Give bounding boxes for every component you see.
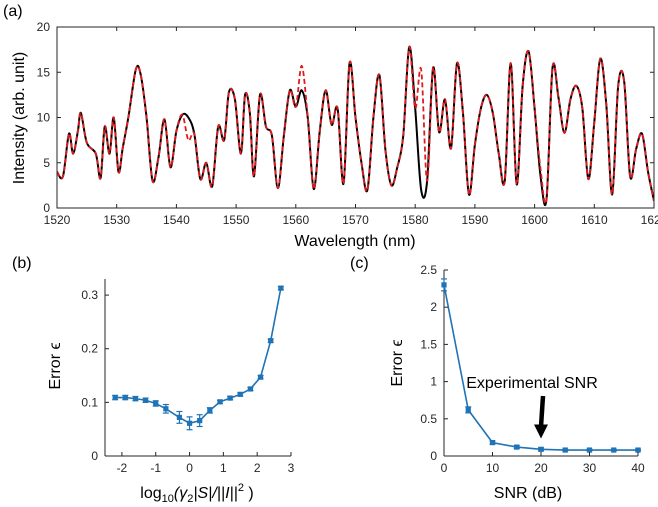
panel-c-ylabel: Error ϵ xyxy=(389,339,406,386)
data-point-marker xyxy=(197,418,203,424)
x-tick-label: -1 xyxy=(150,461,161,475)
y-tick-label: 1.5 xyxy=(420,337,437,351)
x-tick-label: 1550 xyxy=(223,213,250,227)
x-tick-label: 3 xyxy=(288,461,295,475)
data-point-marker xyxy=(122,394,128,401)
y-tick-label: 0.5 xyxy=(420,412,437,426)
data-point-marker xyxy=(153,400,159,407)
panel-a-xlabel: Wavelength (nm) xyxy=(294,233,415,250)
data-point-marker xyxy=(247,386,254,392)
x-tick-label: 10 xyxy=(486,461,500,475)
data-point-marker xyxy=(163,406,169,412)
y-tick-label: 0.3 xyxy=(81,288,98,302)
x-tick-label: 1590 xyxy=(462,213,489,227)
y-tick-label: 0.2 xyxy=(81,342,98,356)
x-tick-label: 0 xyxy=(186,461,193,475)
x-tick-label: -2 xyxy=(117,461,128,475)
data-point-marker xyxy=(207,407,213,414)
panel-b-label: (b) xyxy=(12,255,32,272)
x-tick-label: 1540 xyxy=(163,213,190,227)
data-point-marker xyxy=(514,444,520,450)
data-point-marker xyxy=(562,447,568,453)
panel-b-chart: -2 -1 0 1 2 3 0 0.1 0.2 0.3 Error ϵ log10(γ2|S|/|… xyxy=(47,279,295,505)
x-tick-label: 1610 xyxy=(581,213,608,227)
y-tick-label: 0.1 xyxy=(81,395,98,409)
x-tick-label: 1 xyxy=(220,461,227,475)
y-tick-label: 2 xyxy=(430,300,437,314)
x-tick-label: 30 xyxy=(583,461,597,475)
data-point-marker xyxy=(465,407,471,413)
y-tick-label: 0 xyxy=(91,449,98,463)
y-tick-label: 2.5 xyxy=(420,263,437,277)
panel-a-ylabel: Intensity (arb. unit) xyxy=(11,52,28,185)
y-tick-label: 15 xyxy=(37,65,51,79)
x-tick-label: 1530 xyxy=(103,213,130,227)
panel-c-chart: 0 10 20 30 40 0 0.5 1 1.5 2 2.5 Error ϵ SNR (dB) E… xyxy=(389,263,645,502)
panel-b-xlabel: log10(γ2|S|/||I||2 ) xyxy=(140,482,253,505)
data-point-marker xyxy=(489,440,496,446)
panel-c-label: (c) xyxy=(350,255,369,272)
data-point-marker xyxy=(176,414,182,420)
experimental-snr-annotation: Experimental SNR xyxy=(466,375,598,392)
panel-a-label: (a) xyxy=(3,3,23,20)
data-point-marker xyxy=(635,447,641,453)
data-point-marker xyxy=(237,391,243,397)
data-point-marker xyxy=(217,399,223,405)
x-tick-label: 1600 xyxy=(521,213,548,227)
reconstructed-spectrum-line xyxy=(57,45,654,205)
x-tick-label: 1570 xyxy=(342,213,369,227)
y-tick-label: 10 xyxy=(37,111,51,125)
x-tick-label: 1560 xyxy=(282,213,309,227)
y-tick-label: 1 xyxy=(430,375,437,389)
data-point-marker xyxy=(538,446,544,452)
data-point-marker xyxy=(142,397,149,403)
data-point-marker xyxy=(186,420,193,426)
panel-a-chart: 1520 1530 1540 1550 1560 1570 1580 1590 1600 1610… xyxy=(11,20,658,250)
x-tick-label: 1580 xyxy=(402,213,429,227)
data-point-marker xyxy=(441,282,447,288)
x-tick-label: 40 xyxy=(631,461,645,475)
data-point-marker xyxy=(611,447,617,453)
experimental-snr-arrow-head xyxy=(534,424,548,439)
data-point-marker xyxy=(586,447,593,453)
data-point-marker xyxy=(257,374,264,380)
x-tick-label: 0 xyxy=(441,461,448,475)
panel-b-ylabel: Error ϵ xyxy=(47,342,64,389)
data-point-marker xyxy=(112,394,118,401)
x-tick-label: 2 xyxy=(254,461,261,475)
data-point-marker xyxy=(132,396,139,402)
y-tick-label: 0 xyxy=(430,449,437,463)
x-tick-label: 1520 xyxy=(44,213,71,227)
panel-c-xlabel: SNR (dB) xyxy=(494,485,562,502)
experimental-snr-arrow-shaft xyxy=(538,395,546,427)
data-point-marker xyxy=(227,395,233,401)
data-point-marker xyxy=(268,338,274,344)
y-tick-label: 20 xyxy=(37,20,51,34)
x-tick-label: 20 xyxy=(534,461,548,475)
y-tick-label: 5 xyxy=(43,156,50,170)
data-point-marker xyxy=(278,285,284,291)
y-tick-label: 0 xyxy=(43,201,50,215)
